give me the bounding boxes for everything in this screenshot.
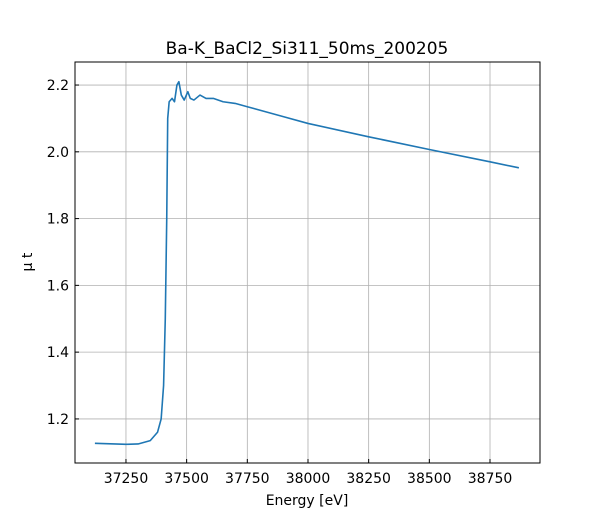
x-tick-label: 38750 bbox=[468, 471, 513, 487]
data-line bbox=[94, 80, 520, 446]
x-axis-label: Energy [eV] bbox=[266, 493, 349, 509]
y-tick-label: 2.2 bbox=[47, 78, 69, 94]
y-tick-label: 1.4 bbox=[47, 345, 69, 361]
x-tick-label: 37750 bbox=[225, 471, 270, 487]
y-tick-label: 1.8 bbox=[47, 212, 69, 228]
plot-frame bbox=[74, 61, 541, 464]
x-tick-label: 38500 bbox=[407, 471, 452, 487]
x-tick-label: 38000 bbox=[286, 471, 331, 487]
x-tick-label: 37500 bbox=[164, 471, 209, 487]
y-tick-label: 1.6 bbox=[47, 278, 69, 294]
y-tick-label: 1.2 bbox=[47, 412, 69, 428]
chart-title: Ba-K_BaCl2_Si311_50ms_200205 bbox=[166, 39, 449, 59]
y-axis-label: μ t bbox=[20, 252, 36, 271]
y-tick-label: 2.0 bbox=[47, 145, 69, 161]
x-tick-label: 38250 bbox=[346, 471, 391, 487]
x-tick-label: 37250 bbox=[104, 471, 149, 487]
